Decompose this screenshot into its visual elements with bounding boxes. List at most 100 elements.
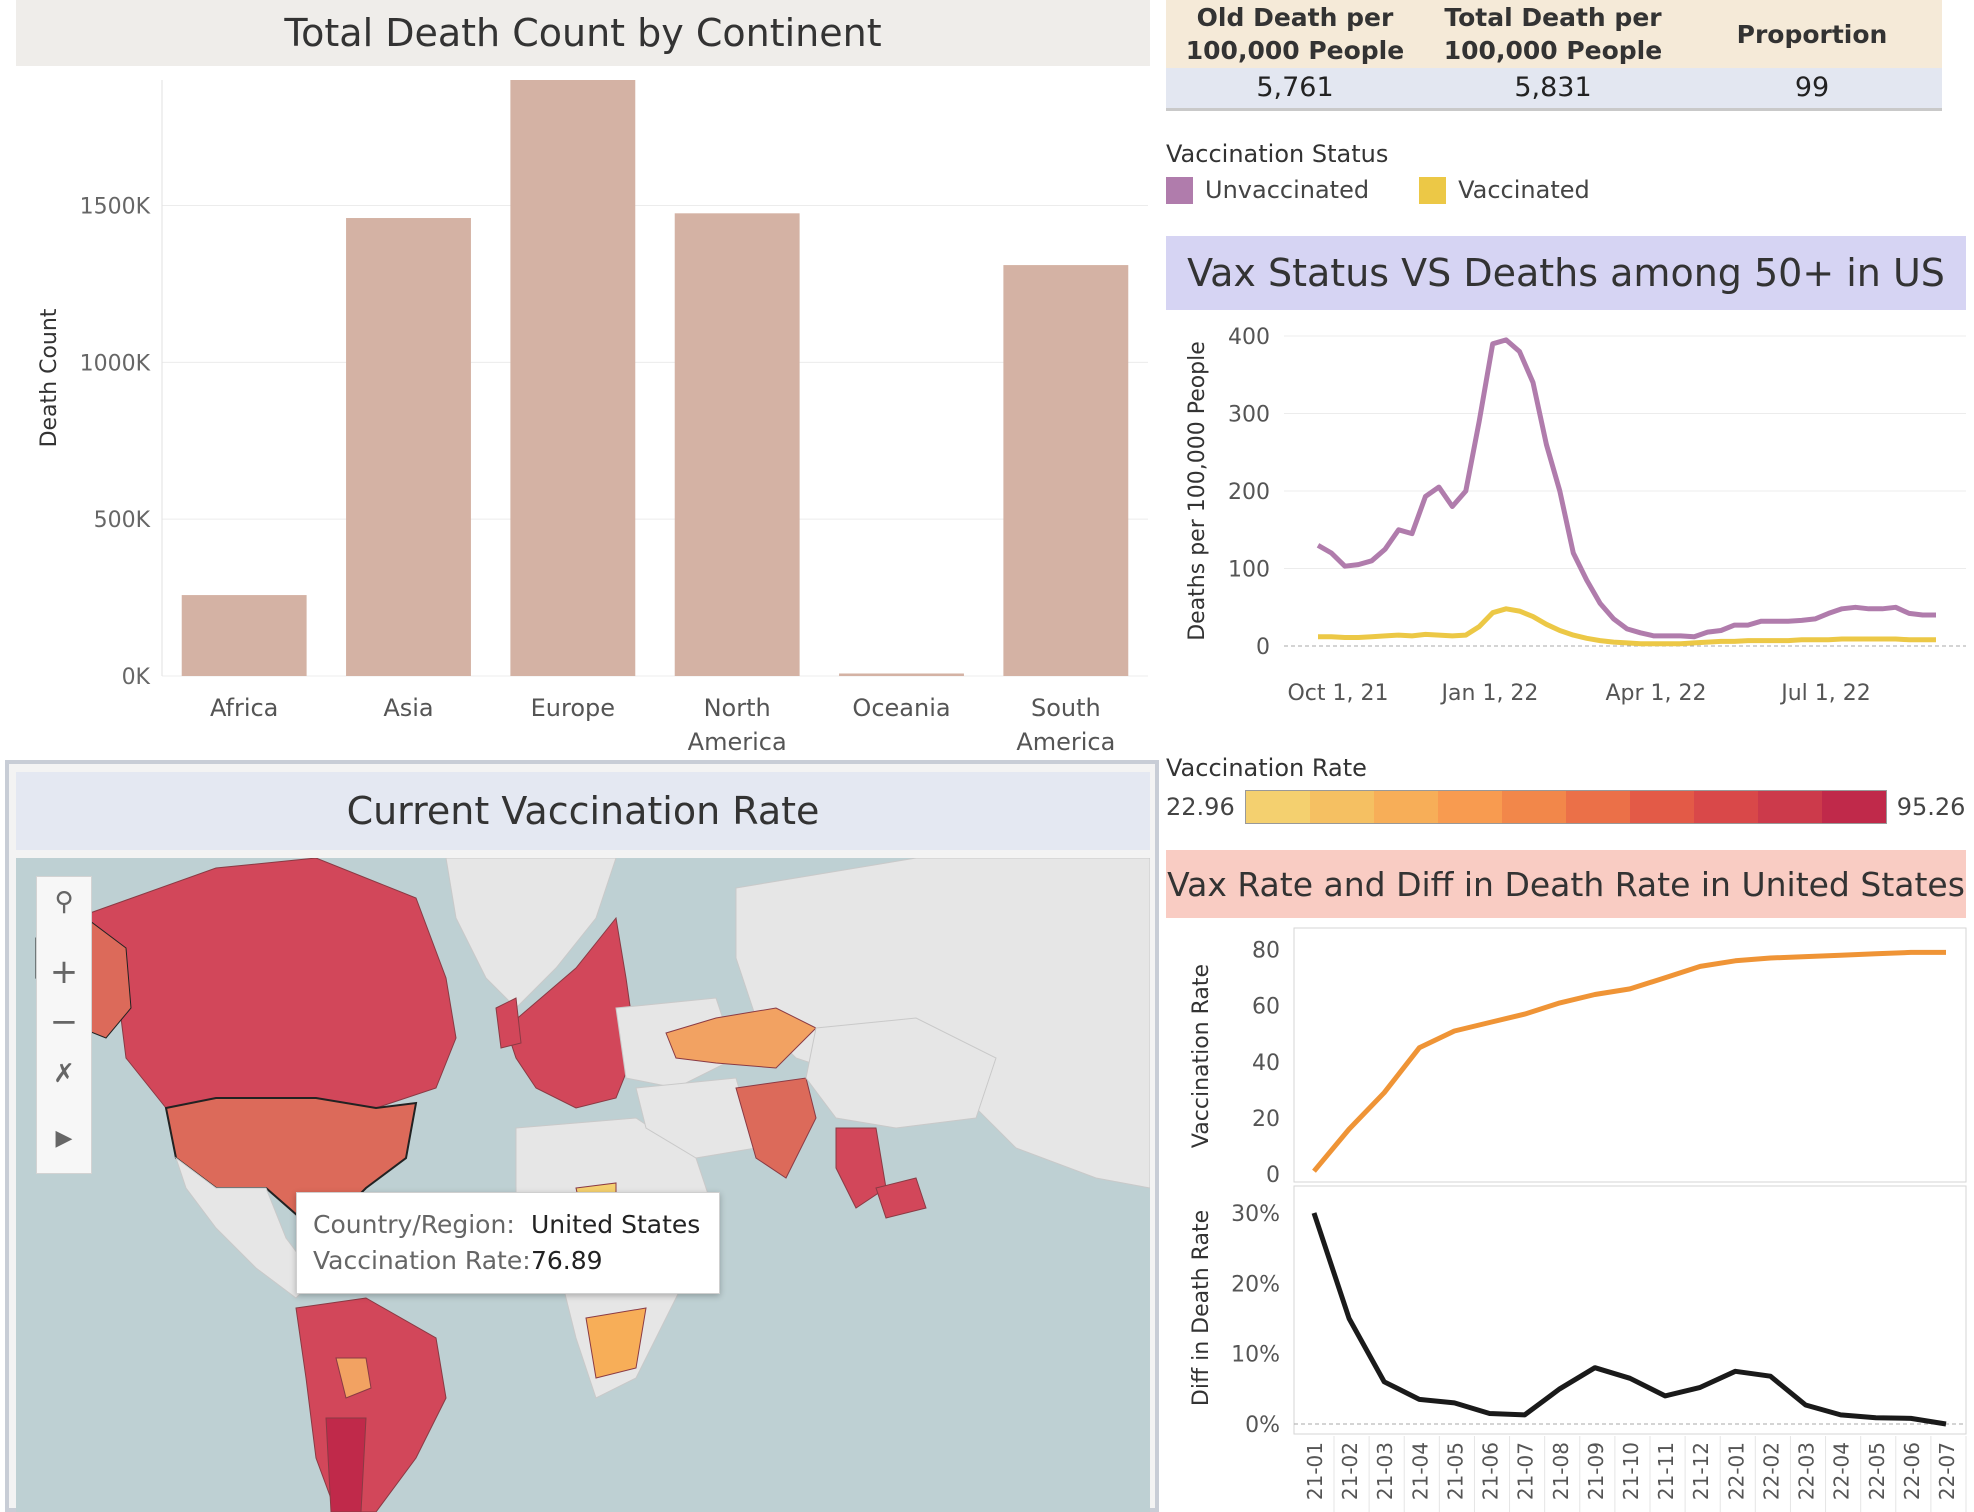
y-axis-label: Deaths per 100,000 People xyxy=(1185,341,1210,641)
continent-bar-chart: 0K 500K 1000K 1500K Death Count Africa Asia Eur… xyxy=(37,80,1148,752)
map-country-argentina xyxy=(325,1417,367,1512)
map-country-kazakhstan xyxy=(665,1007,817,1069)
x-tick-label: 21-01 xyxy=(1303,1442,1327,1500)
y-tick-label: 500K xyxy=(94,508,151,533)
gradient-step xyxy=(1821,791,1886,823)
x-tick-label: 21-10 xyxy=(1619,1442,1643,1500)
y-tick-label: 400 xyxy=(1228,325,1270,350)
x-tick-label: 21-03 xyxy=(1373,1442,1397,1500)
us-deaths-title: Vax Status VS Deaths among 50+ in US xyxy=(1187,251,1945,295)
zoom-out-icon[interactable]: − xyxy=(49,1002,79,1042)
search-icon[interactable]: ⚲ xyxy=(54,887,74,917)
x-tick-label: 22-07 xyxy=(1935,1442,1959,1500)
map-title-bar: Current Vaccination Rate xyxy=(16,772,1150,850)
map-country-malaysia xyxy=(875,1177,927,1219)
bottom-pane-frame xyxy=(1293,1185,1967,1435)
bottom-y-tick-label: 10% xyxy=(1231,1343,1280,1368)
tooltip-country-label: Country/Region: xyxy=(313,1210,515,1239)
x-tick-label: America xyxy=(1016,728,1115,752)
series-line-unvaccinated xyxy=(1316,337,1936,640)
x-tick-label: 22-06 xyxy=(1900,1442,1924,1500)
gradient-step xyxy=(1501,791,1566,823)
x-tick-label: 21-06 xyxy=(1479,1442,1503,1500)
x-tick-label: 22-01 xyxy=(1724,1442,1748,1500)
map-controls: ⚲ + − ✗ ▶ xyxy=(36,876,92,1174)
top-y-tick-label: 20 xyxy=(1252,1107,1280,1132)
map-tooltip: Country/Region: United States Vaccination… xyxy=(296,1192,720,1294)
kpi-header-proportion: Proportion xyxy=(1682,0,1942,68)
x-tick-label: Oceania xyxy=(852,694,950,722)
legend-item-unvaccinated[interactable]: Unvaccinated xyxy=(1166,176,1369,204)
zoom-in-icon[interactable]: + xyxy=(49,952,79,992)
x-tick-label: 21-02 xyxy=(1338,1442,1362,1500)
top-pane-frame xyxy=(1293,927,1967,1183)
gradient-step xyxy=(1629,791,1694,823)
gradient-step xyxy=(1309,791,1374,823)
tooltip-rate-row: Vaccination Rate:76.89 xyxy=(313,1243,703,1279)
bar-south-america xyxy=(1003,265,1129,676)
world-map[interactable] xyxy=(16,858,1150,1512)
x-tick-label: North xyxy=(704,694,771,722)
x-tick-label: South xyxy=(1031,694,1101,722)
legend-swatch-unvaccinated xyxy=(1166,176,1193,204)
bottom-y-tick-label: 30% xyxy=(1231,1202,1280,1227)
top-y-tick-label: 60 xyxy=(1252,995,1280,1020)
x-tick-label: 22-03 xyxy=(1795,1442,1819,1500)
continent-chart-title-bar: Total Death Count by Continent xyxy=(16,0,1150,66)
bar-north-america xyxy=(674,213,800,676)
gradient-step xyxy=(1693,791,1758,823)
y-tick-label: 0 xyxy=(1256,635,1270,660)
vax-rate-legend: Vaccination Rate 22.96 95.26 xyxy=(1166,754,1966,824)
x-tick-label: Africa xyxy=(210,694,278,722)
x-tick-label: 21-05 xyxy=(1443,1442,1467,1500)
legend-item-vaccinated[interactable]: Vaccinated xyxy=(1419,176,1590,204)
tooltip-country-value: United States xyxy=(531,1210,701,1239)
vax-rate-gradient xyxy=(1244,790,1887,824)
bar-oceania xyxy=(839,673,964,676)
map-country-greenland xyxy=(445,858,617,1009)
x-tick-label: Europe xyxy=(531,694,615,722)
y-tick-label: 1500K xyxy=(80,194,151,219)
x-tick-label: 21-09 xyxy=(1584,1442,1608,1500)
vax-rate-legend-min: 22.96 xyxy=(1166,793,1235,821)
x-tick-label: Jan 1, 22 xyxy=(1440,681,1539,706)
gradient-step xyxy=(1245,791,1310,823)
y-tick-label: 0K xyxy=(122,665,151,690)
map-country-bolivia xyxy=(335,1357,372,1399)
x-tick-label: 21-04 xyxy=(1408,1442,1432,1500)
y-tick-label: 100 xyxy=(1228,558,1270,583)
x-tick-label: 21-07 xyxy=(1514,1442,1538,1500)
kpi-header-total-death: Total Death per 100,000 People xyxy=(1424,0,1682,68)
top-y-tick-label: 40 xyxy=(1252,1051,1280,1076)
gradient-step xyxy=(1437,791,1502,823)
kpi-table: Old Death per 100,000 People Total Death… xyxy=(1166,0,1942,111)
y-axis-label: Death Count xyxy=(37,308,62,447)
x-tick-label: Asia xyxy=(383,694,433,722)
us-rate-title: Vax Rate and Diff in Death Rate in Unite… xyxy=(1167,864,1965,904)
play-icon[interactable]: ▶ xyxy=(55,1125,73,1151)
us-rate-title-bar: Vax Rate and Diff in Death Rate in Unite… xyxy=(1166,850,1966,918)
y-tick-label: 300 xyxy=(1228,403,1270,428)
y-tick-label: 200 xyxy=(1228,480,1270,505)
bar-europe xyxy=(510,80,636,676)
y-tick-label: 1000K xyxy=(80,351,151,376)
bottom-y-tick-label: 20% xyxy=(1231,1272,1280,1297)
top-y-tick-label: 0 xyxy=(1266,1163,1280,1188)
kpi-old-death-value: 5,761 xyxy=(1166,68,1424,108)
map-country-china xyxy=(805,1017,997,1129)
bottom-y-axis-label: Diff in Death Rate xyxy=(1189,1210,1214,1406)
pin-icon[interactable]: ✗ xyxy=(53,1059,75,1089)
us-deaths-line-chart: 0 100 200 300 400 Deaths per 100,000 People Oc… xyxy=(1185,325,1966,706)
bar-africa xyxy=(181,595,307,676)
gradient-step xyxy=(1373,791,1438,823)
x-tick-label: 21-12 xyxy=(1689,1442,1713,1500)
map-title: Current Vaccination Rate xyxy=(346,789,820,833)
us-rate-dual-chart: 0 20 40 60 80 Vaccination Rate 0% 10% 20% 30% Diff… xyxy=(1189,927,1967,1512)
map-country-southeast-asia xyxy=(835,1127,887,1209)
legend-swatch-vaccinated xyxy=(1419,176,1447,204)
x-tick-label: 22-04 xyxy=(1830,1442,1854,1500)
kpi-total-death-value: 5,831 xyxy=(1424,68,1682,108)
vax-status-legend: Vaccination Status Unvaccinated Vaccinat… xyxy=(1166,140,1590,204)
vaccination-rate-line xyxy=(1312,949,1946,1173)
x-tick-label: 21-11 xyxy=(1654,1442,1678,1500)
